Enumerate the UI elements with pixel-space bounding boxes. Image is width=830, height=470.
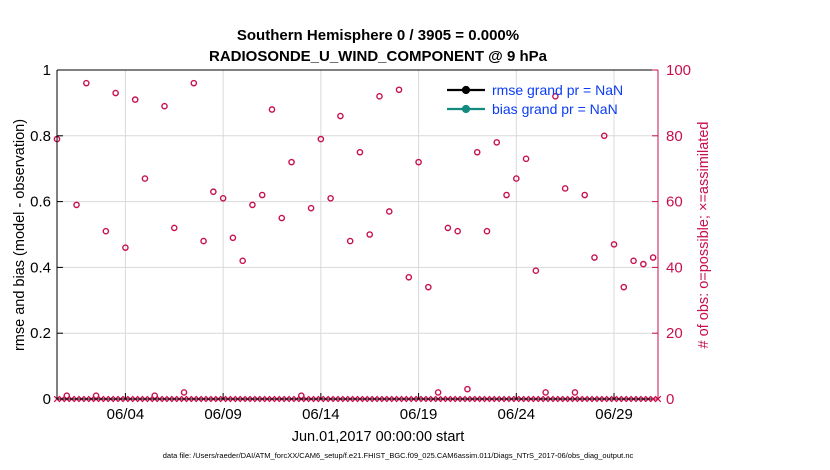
obs-possible-point (561, 185, 569, 192)
obs-possible-point (180, 389, 188, 396)
x-tick-label: 06/04 (107, 406, 145, 423)
x-tick-label: 06/09 (204, 406, 242, 423)
obs-possible-point (258, 191, 266, 199)
left-y-tick-label: 1 (43, 62, 51, 79)
obs-possible-point (464, 385, 471, 393)
obs-possible-point (219, 195, 227, 202)
legend: rmse grand pr = NaN bias grand pr = NaN (447, 82, 623, 117)
data-file-footer: data file: /Users/raeder/DAI/ATM_forcXX/… (163, 451, 634, 460)
right-y-tick-label: 40 (666, 259, 683, 276)
obs-possible-point (483, 227, 491, 235)
obs-possible-point (522, 155, 530, 163)
obs-possible-point (366, 231, 374, 238)
obs-possible-point (278, 214, 286, 222)
obs-possible-point (425, 283, 432, 291)
left-y-tick-label: 0 (43, 391, 51, 408)
obs-possible-point (493, 139, 501, 146)
obs-possible-point (415, 158, 422, 166)
obs-possible-point (610, 241, 618, 248)
obs-possible-point (141, 175, 149, 182)
right-y-tick-label: 80 (666, 128, 683, 145)
obs-possible-point (395, 86, 403, 94)
right-y-tick-label: 20 (666, 325, 683, 342)
obs-possible-point (600, 132, 608, 140)
x-ticks: 06/04 06/09 06/14 06/19 06/24 06/29 (107, 393, 633, 423)
chart-title-line2: RADIOSONDE_U_WIND_COMPONENT @ 9 hPa (209, 48, 548, 65)
obs-possible-point (513, 175, 520, 182)
obs-possible-point (83, 79, 90, 87)
obs-possible-point (620, 283, 628, 291)
x-tick-label: 06/19 (400, 406, 438, 423)
obs-possible-point (73, 201, 80, 209)
obs-possible-point (337, 112, 344, 120)
x-tick-label: 06/29 (595, 406, 633, 423)
obs-possible-point (229, 234, 237, 242)
obs-possible-point (444, 224, 452, 232)
obs-possible-point (571, 389, 579, 396)
obs-possible-point (552, 93, 559, 100)
right-y-axis-label: # of obs: o=possible; ×=assimilated (696, 122, 712, 349)
left-y-ticks: 0 0.2 0.4 0.6 0.8 1 (30, 62, 63, 408)
right-y-tick-label: 100 (666, 62, 691, 79)
obs-possible-point (249, 201, 256, 209)
axes (56, 69, 659, 400)
obs-possible-point (649, 254, 657, 261)
x-tick-label: 06/14 (302, 406, 340, 423)
obs-possible-point (112, 89, 119, 97)
obs-possible-point (503, 191, 510, 199)
obs-possible-point (434, 389, 442, 396)
left-y-tick-label: 0.8 (30, 128, 51, 145)
x-tick-label: 06/24 (498, 406, 536, 423)
legend-marker-rmse (461, 85, 471, 95)
obs-possible-point (307, 204, 315, 212)
obs-possible-point (239, 257, 246, 265)
legend-marker-bias (461, 104, 471, 114)
obs-possible-point (532, 267, 540, 274)
left-y-tick-label: 0.4 (30, 259, 51, 276)
obs-possible-point (327, 195, 334, 202)
obs-possible-point (405, 273, 413, 281)
obs-possible-point (210, 188, 217, 196)
obs-possible-point (131, 96, 139, 103)
legend-label-rmse: rmse grand pr = NaN (492, 82, 623, 98)
right-y-tick-label: 60 (666, 194, 683, 211)
obs-possible-point (122, 244, 129, 251)
obs-possible-point (317, 135, 325, 143)
x-axis-label: Jun.01,2017 00:00:00 start (292, 429, 465, 445)
left-y-axis-label: rmse and bias (model - observation) (12, 119, 28, 351)
obs-possible-point (640, 260, 647, 268)
obs-possible-point (200, 237, 207, 245)
obs-possible-point (630, 257, 637, 265)
obs-possible-point (170, 224, 178, 232)
left-y-tick-label: 0.2 (30, 325, 51, 342)
legend-label-bias: bias grand pr = NaN (492, 101, 618, 117)
obs-possible-point (454, 227, 461, 235)
obs-possible-point (190, 79, 198, 87)
obs-possible-point (385, 208, 393, 215)
right-y-tick-label: 0 (666, 391, 674, 408)
obs-possible-point (288, 158, 295, 166)
obs-possible-point (542, 389, 549, 396)
obs-possible-point (591, 254, 598, 261)
right-y-ticks: 0 20 40 60 80 100 (652, 62, 691, 408)
obs-possible-series (53, 79, 657, 400)
obs-possible-point (102, 227, 110, 235)
obs-possible-point (473, 148, 481, 156)
left-y-tick-label: 0.6 (30, 194, 51, 211)
obs-possible-point (268, 106, 276, 113)
obs-possible-point (161, 102, 168, 110)
chart-title-line1: Southern Hemisphere 0 / 3905 = 0.000% (237, 27, 519, 44)
obs-possible-point (376, 93, 383, 100)
obs-possible-point (346, 237, 354, 245)
grid (57, 69, 658, 400)
obs-possible-point (581, 191, 589, 199)
obs-possible-point (356, 148, 364, 156)
